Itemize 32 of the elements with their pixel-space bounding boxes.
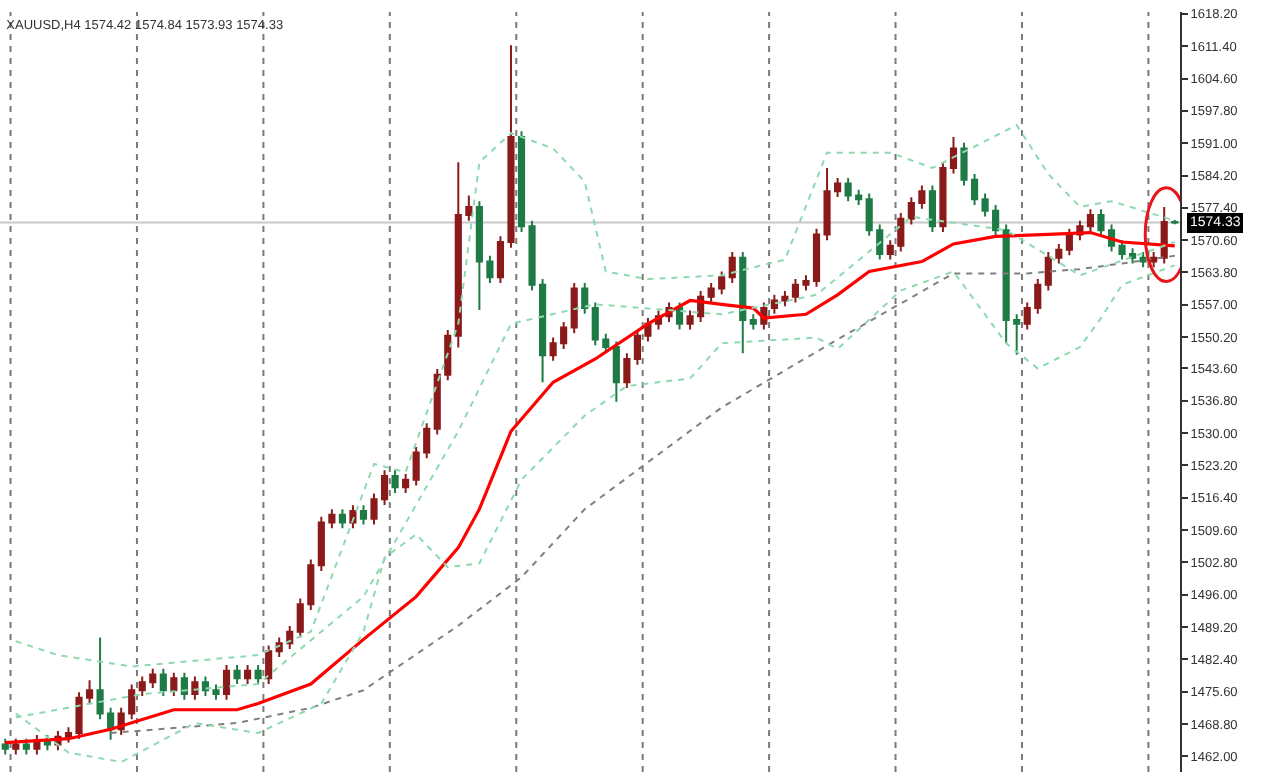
line-series: [14, 124, 1176, 668]
candlestick: [1055, 242, 1063, 265]
candlestick: [170, 671, 178, 697]
candlestick: [1160, 205, 1168, 265]
candlestick: [191, 675, 199, 701]
candlestick: [612, 340, 620, 403]
candlestick: [1065, 227, 1073, 257]
candlestick: [265, 644, 273, 686]
candlestick: [749, 313, 757, 331]
candlestick: [286, 625, 294, 650]
candlestick: [22, 737, 30, 756]
candlestick: [739, 251, 747, 355]
candlestick: [402, 472, 410, 494]
candlestick: [1139, 251, 1147, 269]
candlestick: [581, 281, 589, 315]
candlestick: [233, 664, 241, 686]
candlestick: [159, 667, 167, 697]
candlestick: [1044, 251, 1052, 292]
candlestick: [1150, 251, 1158, 269]
candlestick: [675, 301, 684, 331]
candlestick: [338, 508, 346, 530]
candlestick: [359, 504, 368, 526]
candlestick: [1, 737, 9, 756]
candlestick: [728, 251, 736, 284]
candlestick: [623, 352, 631, 389]
candlestick: [570, 281, 578, 335]
candlestick: [244, 664, 252, 686]
candlestick: [391, 469, 399, 494]
candlestick: [254, 664, 262, 686]
candlestick: [12, 737, 20, 756]
candlestick: [928, 184, 936, 234]
candlestick: [222, 664, 231, 701]
